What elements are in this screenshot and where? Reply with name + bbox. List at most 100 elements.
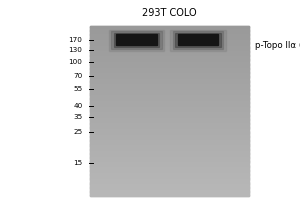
Bar xyxy=(90,43,249,44)
Bar xyxy=(90,60,249,61)
Bar xyxy=(90,120,249,121)
Bar xyxy=(90,128,249,129)
Bar xyxy=(90,175,249,176)
Bar xyxy=(90,109,249,110)
Bar xyxy=(90,114,249,115)
Bar xyxy=(90,126,249,127)
Bar xyxy=(90,32,249,33)
Bar xyxy=(90,153,249,154)
Bar xyxy=(90,175,249,176)
Bar xyxy=(90,78,249,79)
Bar xyxy=(90,177,249,178)
Bar xyxy=(90,133,249,134)
Bar xyxy=(90,130,249,131)
Bar xyxy=(90,44,249,45)
Bar xyxy=(90,150,249,151)
Bar xyxy=(90,99,249,100)
Bar xyxy=(90,160,249,161)
Bar xyxy=(114,33,159,47)
Bar xyxy=(90,189,249,190)
Bar xyxy=(90,157,249,158)
Bar xyxy=(90,119,249,120)
Text: 15: 15 xyxy=(73,160,83,166)
Bar xyxy=(90,161,249,162)
Bar xyxy=(90,46,249,47)
Bar xyxy=(90,128,249,129)
Text: 170: 170 xyxy=(69,37,82,43)
Bar xyxy=(90,51,249,52)
Bar xyxy=(90,82,249,83)
Bar xyxy=(90,168,249,169)
Bar xyxy=(90,121,249,122)
Bar xyxy=(90,59,249,60)
Bar xyxy=(90,30,249,31)
Bar xyxy=(90,187,249,188)
Text: 40: 40 xyxy=(73,103,83,109)
Bar xyxy=(90,66,249,67)
Bar xyxy=(90,40,249,41)
Text: 55: 55 xyxy=(73,86,83,92)
Bar xyxy=(90,183,249,184)
Bar xyxy=(90,158,249,159)
Bar xyxy=(90,174,249,175)
Bar xyxy=(90,107,249,108)
Bar xyxy=(90,102,249,103)
Bar xyxy=(90,46,249,47)
Bar xyxy=(90,29,249,30)
Bar xyxy=(90,171,249,172)
Bar xyxy=(178,34,218,45)
Bar xyxy=(90,89,249,90)
Bar xyxy=(90,144,249,145)
Bar xyxy=(90,64,249,65)
Bar xyxy=(90,127,249,128)
Bar xyxy=(90,138,249,139)
Bar xyxy=(90,95,249,96)
Bar xyxy=(90,178,249,179)
Bar xyxy=(90,43,249,44)
Bar xyxy=(90,137,249,138)
Bar xyxy=(90,194,249,195)
Bar xyxy=(90,94,249,95)
Bar xyxy=(90,68,249,69)
Bar xyxy=(90,86,249,87)
Bar xyxy=(90,52,249,53)
Bar xyxy=(90,148,249,149)
Bar xyxy=(90,75,249,76)
Text: p-Topo IIα (T1343): p-Topo IIα (T1343) xyxy=(255,40,300,49)
Bar xyxy=(90,156,249,157)
Bar xyxy=(90,54,249,55)
Bar xyxy=(90,111,249,112)
Bar xyxy=(90,149,249,150)
Bar xyxy=(90,103,249,104)
Bar xyxy=(90,42,249,43)
Bar xyxy=(90,118,249,119)
Bar xyxy=(90,148,249,149)
Bar xyxy=(90,167,249,168)
Bar xyxy=(90,180,249,181)
Bar xyxy=(90,102,249,103)
Bar xyxy=(90,36,249,37)
Bar xyxy=(90,50,249,51)
Bar xyxy=(90,28,249,29)
Bar xyxy=(90,136,249,137)
Bar xyxy=(90,51,249,52)
Bar xyxy=(90,100,249,101)
Bar xyxy=(90,122,249,123)
Bar xyxy=(90,30,249,31)
Bar xyxy=(90,94,249,95)
Bar xyxy=(90,141,249,142)
Bar xyxy=(90,135,249,136)
Bar xyxy=(90,79,249,80)
Bar xyxy=(90,110,249,111)
Bar xyxy=(90,96,249,97)
Bar xyxy=(90,90,249,91)
Bar xyxy=(90,164,249,165)
Bar xyxy=(90,76,249,77)
Bar xyxy=(90,133,249,134)
Bar xyxy=(90,129,249,130)
Bar xyxy=(90,165,249,166)
Bar xyxy=(90,170,249,171)
Bar xyxy=(90,195,249,196)
Bar xyxy=(90,187,249,188)
Bar xyxy=(90,124,249,125)
